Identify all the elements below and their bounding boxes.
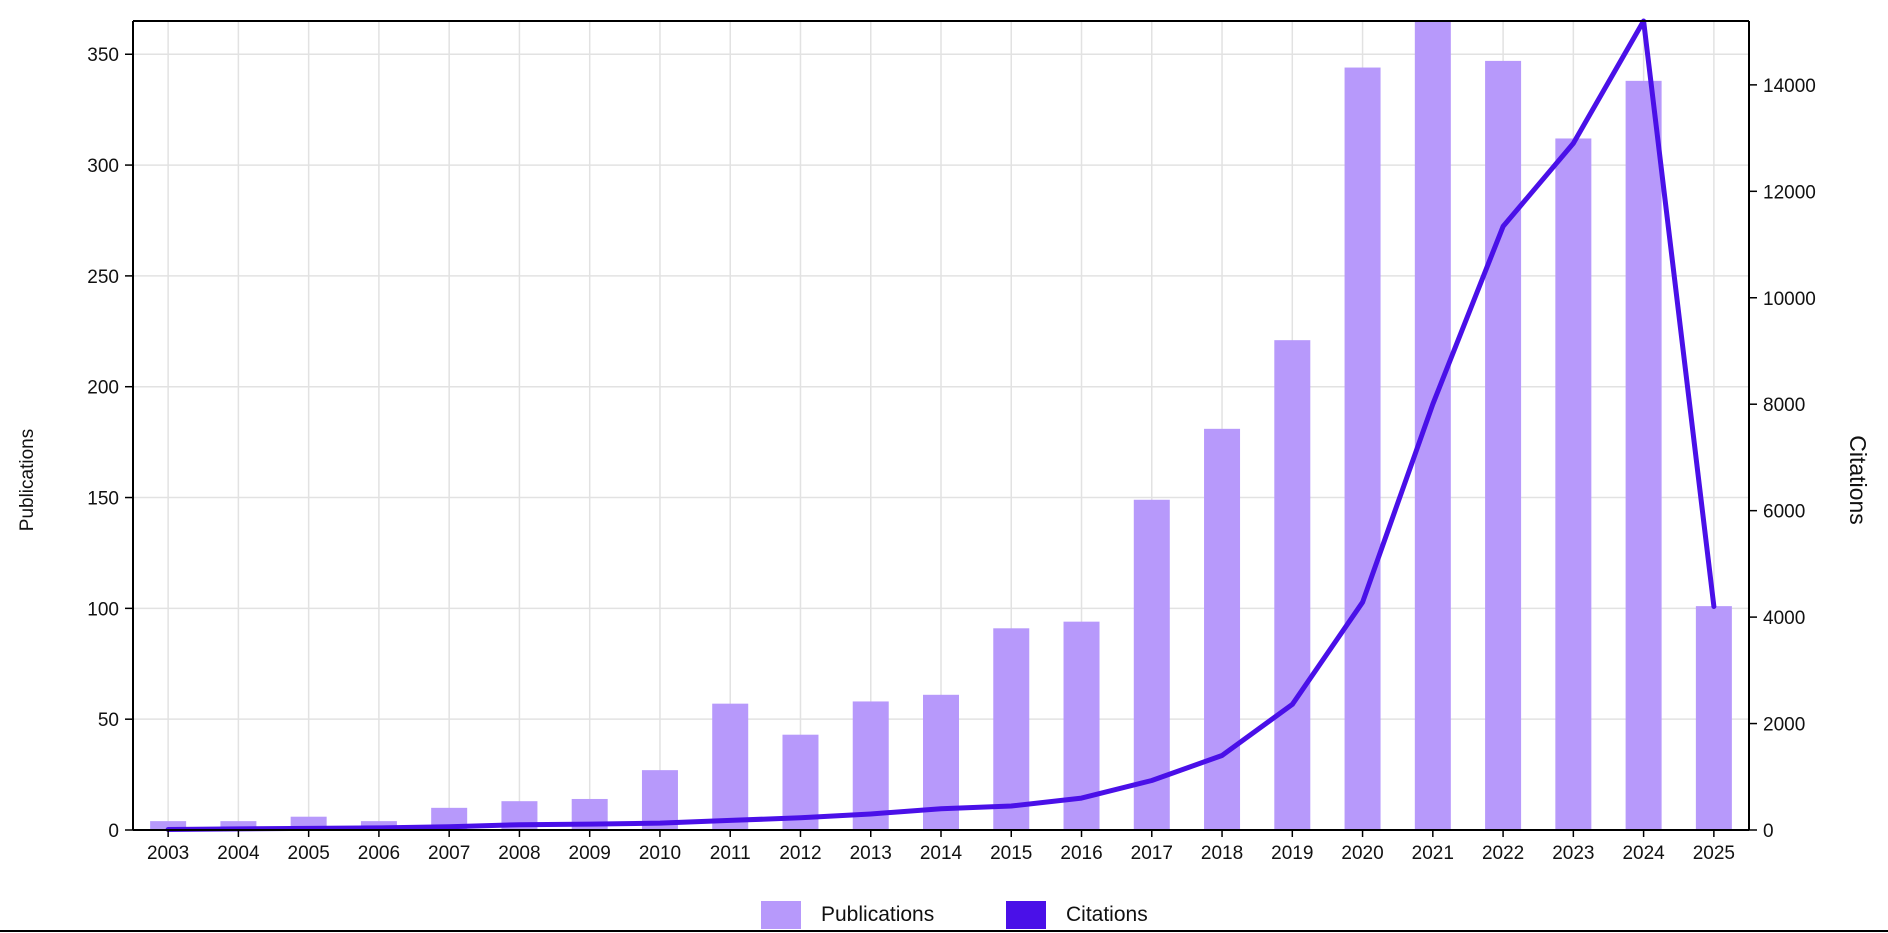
bar-2023 (1555, 138, 1592, 830)
x-tick-label: 2023 (1552, 843, 1594, 864)
right-tick-label: 0 (1763, 821, 1774, 842)
right-axis-ticks: 0 2000 4000 6000 8000 10000 12000 14000 (1749, 76, 1816, 842)
x-tick-label: 2021 (1412, 843, 1454, 864)
x-tick-label: 2020 (1341, 843, 1383, 864)
publications-bars (150, 21, 1732, 831)
x-tick-label: 2011 (710, 843, 751, 864)
bar-2024 (1625, 80, 1662, 831)
left-tick-label: 50 (98, 710, 119, 731)
left-tick-label: 300 (87, 156, 119, 177)
bar-2015 (993, 628, 1030, 830)
bar-2011 (712, 703, 749, 830)
citations-line-group (165, 18, 1717, 832)
x-tick-label: 2008 (498, 843, 540, 864)
left-tick-label: 350 (87, 45, 119, 66)
bar-2003 (150, 821, 187, 830)
x-tick-label: 2006 (358, 843, 400, 864)
legend: Publications Citations (761, 901, 1148, 929)
right-axis-title: Citations (1845, 435, 1871, 524)
bar-2022 (1485, 60, 1522, 831)
x-tick-label: 2019 (1271, 843, 1313, 864)
bar-2025 (1695, 606, 1732, 830)
left-tick-label: 0 (108, 821, 119, 842)
left-axis-ticks: 0 50 100 150 200 250 300 350 (87, 45, 133, 842)
bar-2013 (852, 701, 889, 830)
legend-label-publications: Publications (821, 903, 934, 926)
x-tick-label: 2014 (920, 843, 963, 864)
x-tick-label: 2007 (428, 843, 470, 864)
bar-2004 (220, 821, 257, 830)
right-tick-label: 2000 (1763, 715, 1805, 736)
x-tick-label: 2022 (1482, 843, 1524, 864)
right-tick-label: 14000 (1763, 76, 1816, 97)
legend-swatch-citations (1006, 901, 1046, 929)
citations-line (165, 18, 1717, 832)
right-tick-label: 6000 (1763, 502, 1805, 523)
x-tick-label: 2004 (217, 843, 260, 864)
x-tick-label: 2024 (1622, 843, 1665, 864)
x-tick-label: 2013 (850, 843, 892, 864)
bar-2010 (641, 770, 678, 830)
legend-swatch-publications (761, 901, 801, 929)
x-tick-label: 2010 (639, 843, 681, 864)
right-tick-label: 4000 (1763, 608, 1805, 629)
x-tick-label: 2015 (990, 843, 1032, 864)
bar-2019 (1274, 340, 1311, 830)
bar-2021 (1414, 21, 1451, 830)
x-tick-label: 2009 (569, 843, 611, 864)
x-tick-label: 2012 (779, 843, 821, 864)
bar-2020 (1344, 67, 1381, 830)
x-axis-ticks: 2003 2004 2005 2006 2007 2008 2009 2010 2011 2012… (147, 830, 1735, 864)
x-tick-label: 2016 (1060, 843, 1102, 864)
x-tick-label: 2005 (288, 843, 330, 864)
x-tick-label: 2025 (1693, 843, 1735, 864)
x-tick-label: 2017 (1131, 843, 1173, 864)
bar-2018 (1204, 428, 1241, 830)
axes (132, 20, 1750, 831)
bar-2012 (782, 734, 819, 830)
x-tick-label: 2003 (147, 843, 189, 864)
right-tick-label: 8000 (1763, 395, 1805, 416)
left-tick-label: 150 (87, 489, 119, 510)
legend-label-citations: Citations (1066, 903, 1148, 926)
right-tick-label: 10000 (1763, 289, 1816, 310)
right-tick-label: 12000 (1763, 182, 1816, 203)
x-tick-label: 2018 (1201, 843, 1243, 864)
left-tick-label: 100 (87, 599, 119, 620)
left-tick-label: 250 (87, 267, 119, 288)
left-axis-title: Publications (17, 429, 38, 531)
left-tick-label: 200 (87, 378, 119, 399)
